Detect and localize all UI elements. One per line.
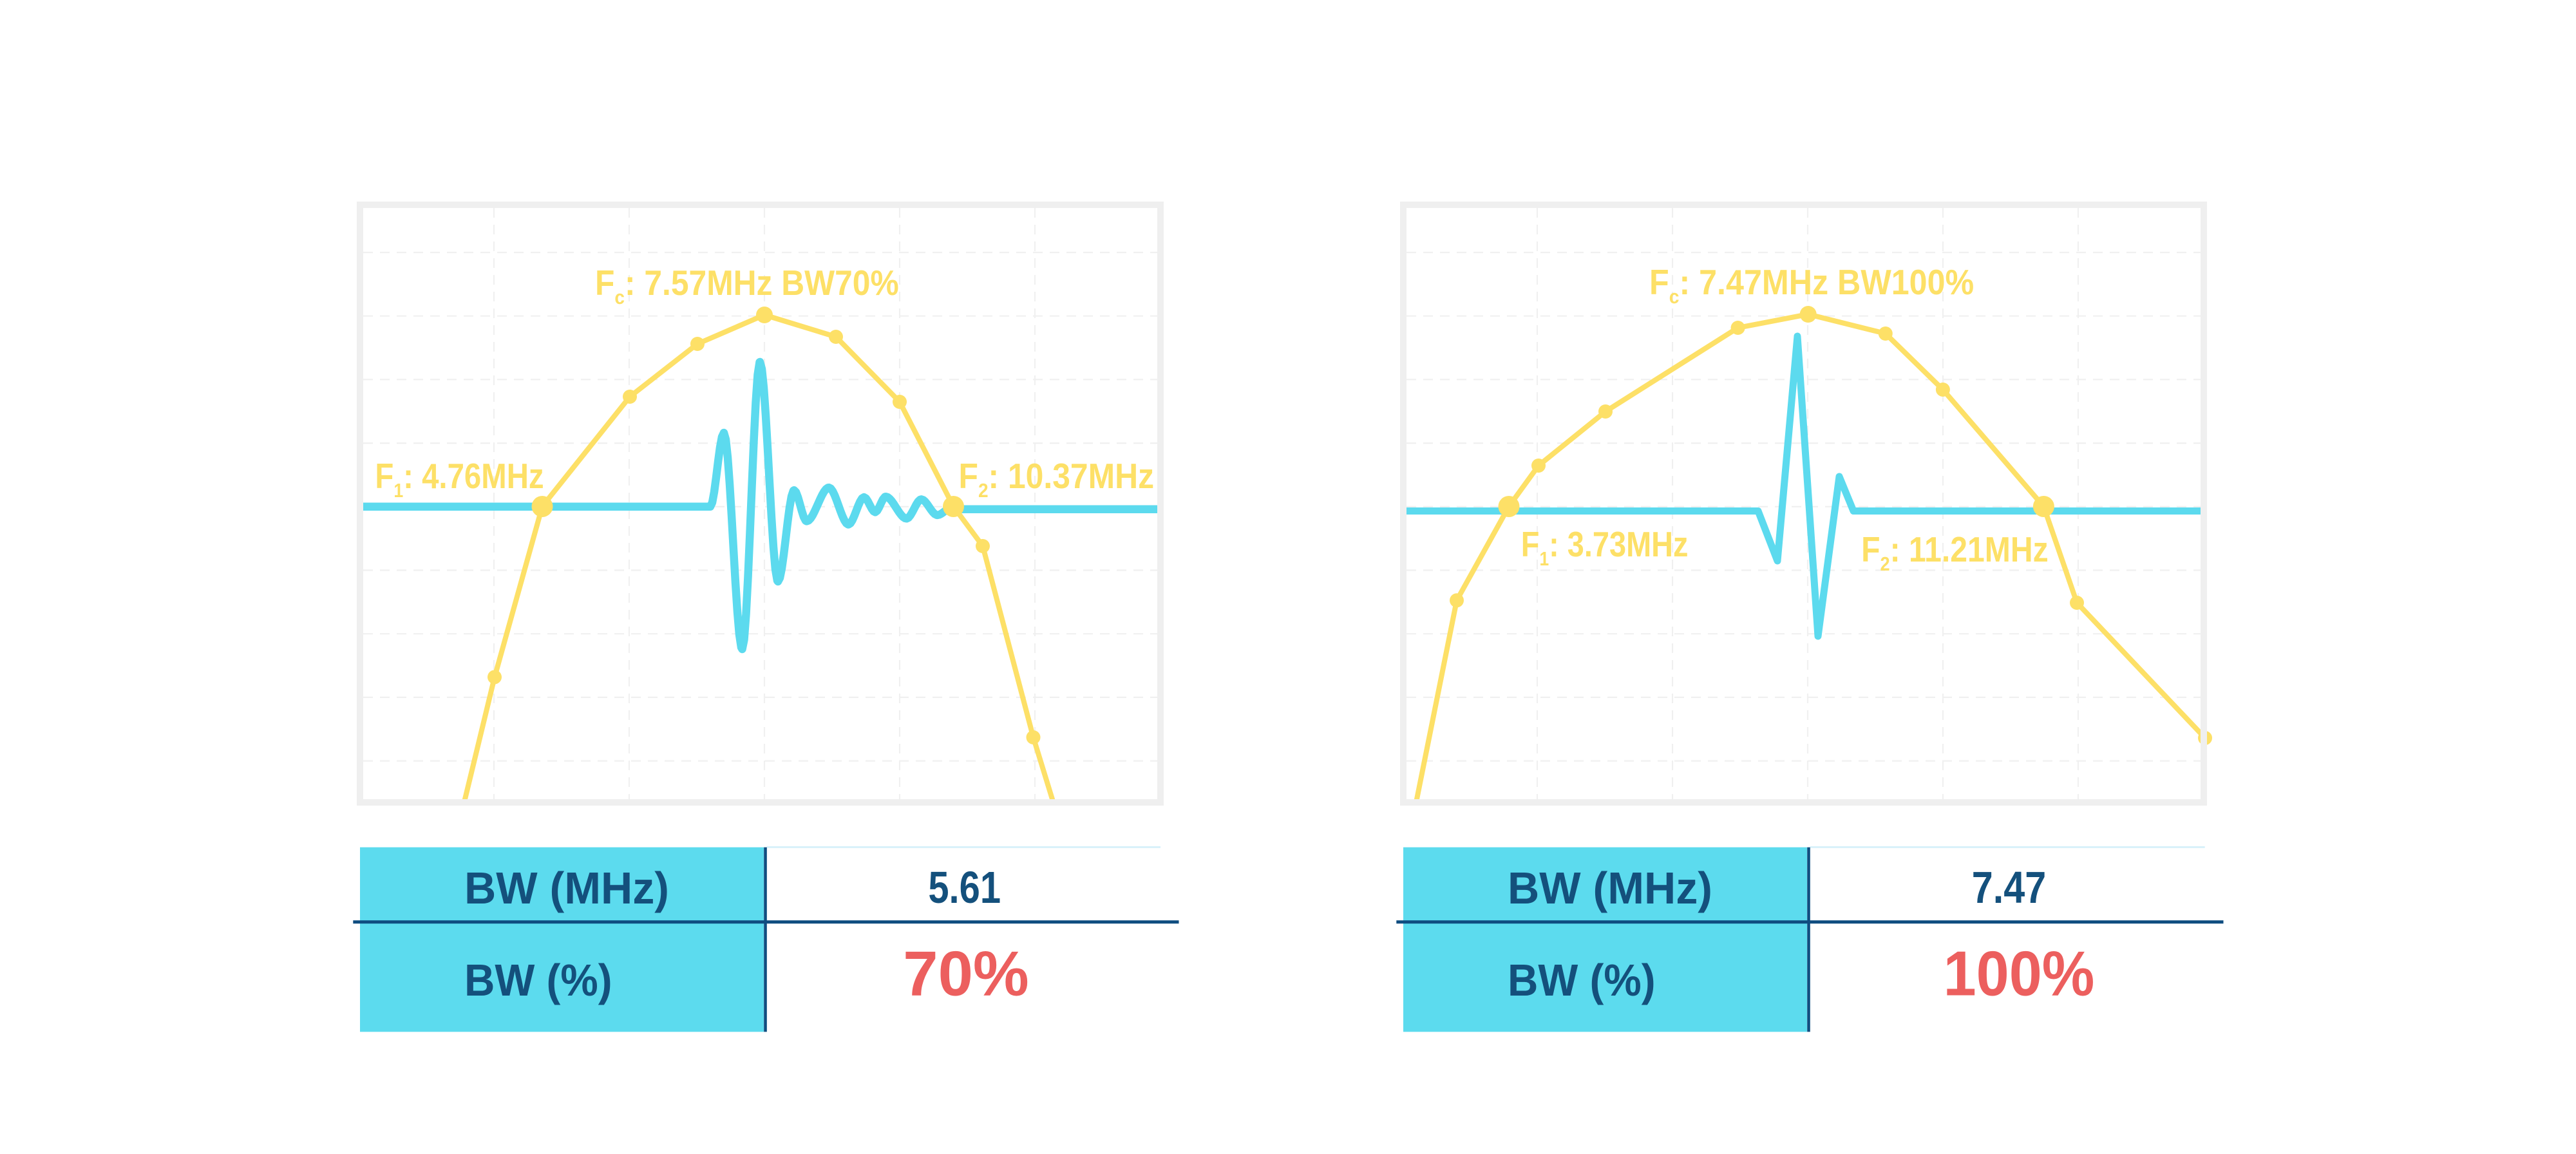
svg-text:BW (%): BW (%) <box>1508 955 1656 1005</box>
svg-text:5.61: 5.61 <box>928 862 1001 913</box>
svg-text:BW (MHz): BW (MHz) <box>464 863 669 913</box>
svg-text:BW (%): BW (%) <box>464 955 612 1005</box>
svg-text:F2: 11.21MHz: F2: 11.21MHz <box>1861 529 2049 575</box>
svg-text:Fc: 7.47MHz BW100%: Fc: 7.47MHz BW100% <box>1649 262 1974 308</box>
svg-text:F1: 3.73MHz: F1: 3.73MHz <box>1521 524 1689 570</box>
svg-text:100%: 100% <box>1944 938 2095 1009</box>
svg-text:70%: 70% <box>903 938 1029 1009</box>
svg-text:BW (MHz): BW (MHz) <box>1508 863 1712 913</box>
svg-text:7.47: 7.47 <box>1972 862 2046 913</box>
svg-text:Fc: 7.57MHz BW70%: Fc: 7.57MHz BW70% <box>595 263 899 308</box>
svg-text:F2: 10.37MHz: F2: 10.37MHz <box>959 456 1155 502</box>
svg-text:F1: 4.76MHz: F1: 4.76MHz <box>375 456 544 502</box>
